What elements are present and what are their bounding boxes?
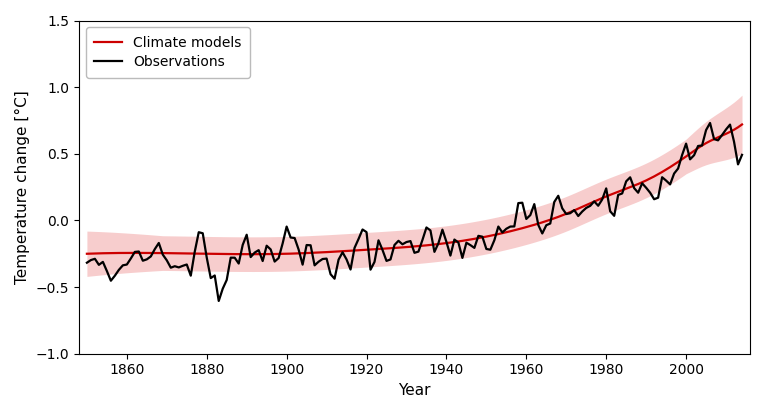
Climate models [326, 249, 335, 254]
Observations [705, 121, 715, 126]
Observations [83, 260, 92, 265]
Observations [737, 152, 747, 157]
X-axis label: Year: Year [399, 383, 431, 398]
Climate models [594, 197, 603, 202]
Climate models [737, 122, 747, 127]
Observations [146, 254, 155, 259]
Observations [158, 252, 168, 257]
Observations [326, 272, 335, 277]
Y-axis label: Temperature change [°C]: Temperature change [°C] [15, 90, 30, 284]
Observations [529, 202, 539, 206]
Climate models [246, 252, 256, 256]
Line: Climate models: Climate models [87, 124, 742, 254]
Legend: Climate models, Observations: Climate models, Observations [86, 27, 250, 78]
Line: Observations: Observations [87, 123, 742, 301]
Climate models [83, 251, 92, 256]
Observations [214, 299, 223, 304]
Climate models [146, 251, 155, 256]
Climate models [103, 251, 112, 256]
Observations [103, 268, 112, 273]
Climate models [529, 222, 539, 227]
Observations [594, 203, 603, 208]
Climate models [158, 251, 168, 256]
